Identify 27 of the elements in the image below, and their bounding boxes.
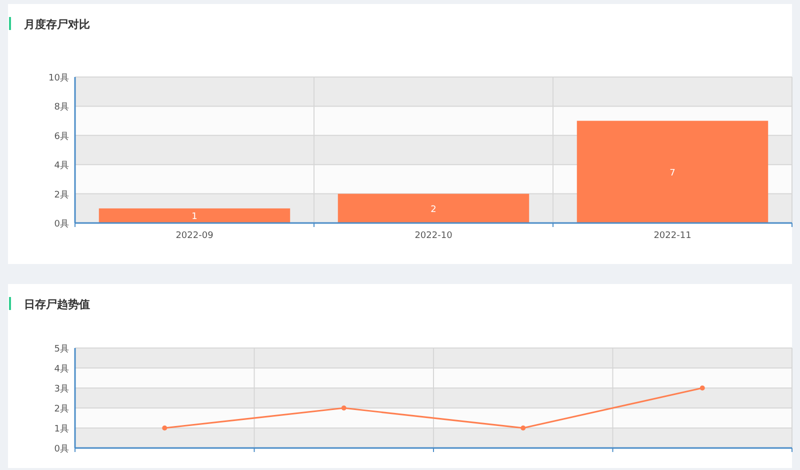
x-tick-label: 2022-11 (654, 231, 692, 241)
point (520, 426, 526, 430)
bar (576, 120, 768, 223)
data-label: 7 (670, 168, 676, 178)
y-tick-label: 4具 (54, 160, 69, 172)
x-tick-label: 2022-10 (414, 231, 453, 241)
y-tick-label: 4具 (54, 364, 69, 374)
chart-title: 月度存尸对比 (23, 18, 90, 31)
y-tick-label: 5具 (54, 344, 69, 354)
point (162, 426, 168, 430)
point (341, 406, 346, 410)
y-tick-label: 10具 (48, 72, 69, 84)
x-tick-label: 2022-09 (176, 231, 214, 241)
y-tick-label: 2具 (54, 404, 69, 414)
y-tick-label: 3具 (54, 384, 69, 394)
y-tick-label: 0具 (54, 444, 69, 454)
chart-title: 日存尸趋势值 (24, 298, 90, 311)
y-tick-label: 6具 (54, 130, 69, 142)
y-tick-label: 1具 (54, 424, 69, 434)
data-label: 2 (430, 204, 436, 215)
y-tick-label: 0具 (54, 218, 69, 230)
data-label: 1 (192, 212, 198, 222)
bar (98, 208, 290, 223)
y-tick-label: 8具 (54, 102, 69, 113)
bar (338, 194, 530, 223)
point (700, 386, 705, 390)
y-tick-label: 2具 (54, 189, 69, 200)
